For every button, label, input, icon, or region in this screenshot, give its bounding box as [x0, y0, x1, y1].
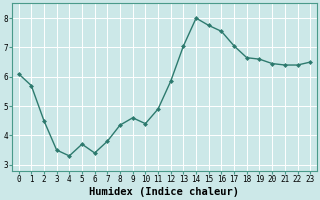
X-axis label: Humidex (Indice chaleur): Humidex (Indice chaleur)	[89, 186, 239, 197]
